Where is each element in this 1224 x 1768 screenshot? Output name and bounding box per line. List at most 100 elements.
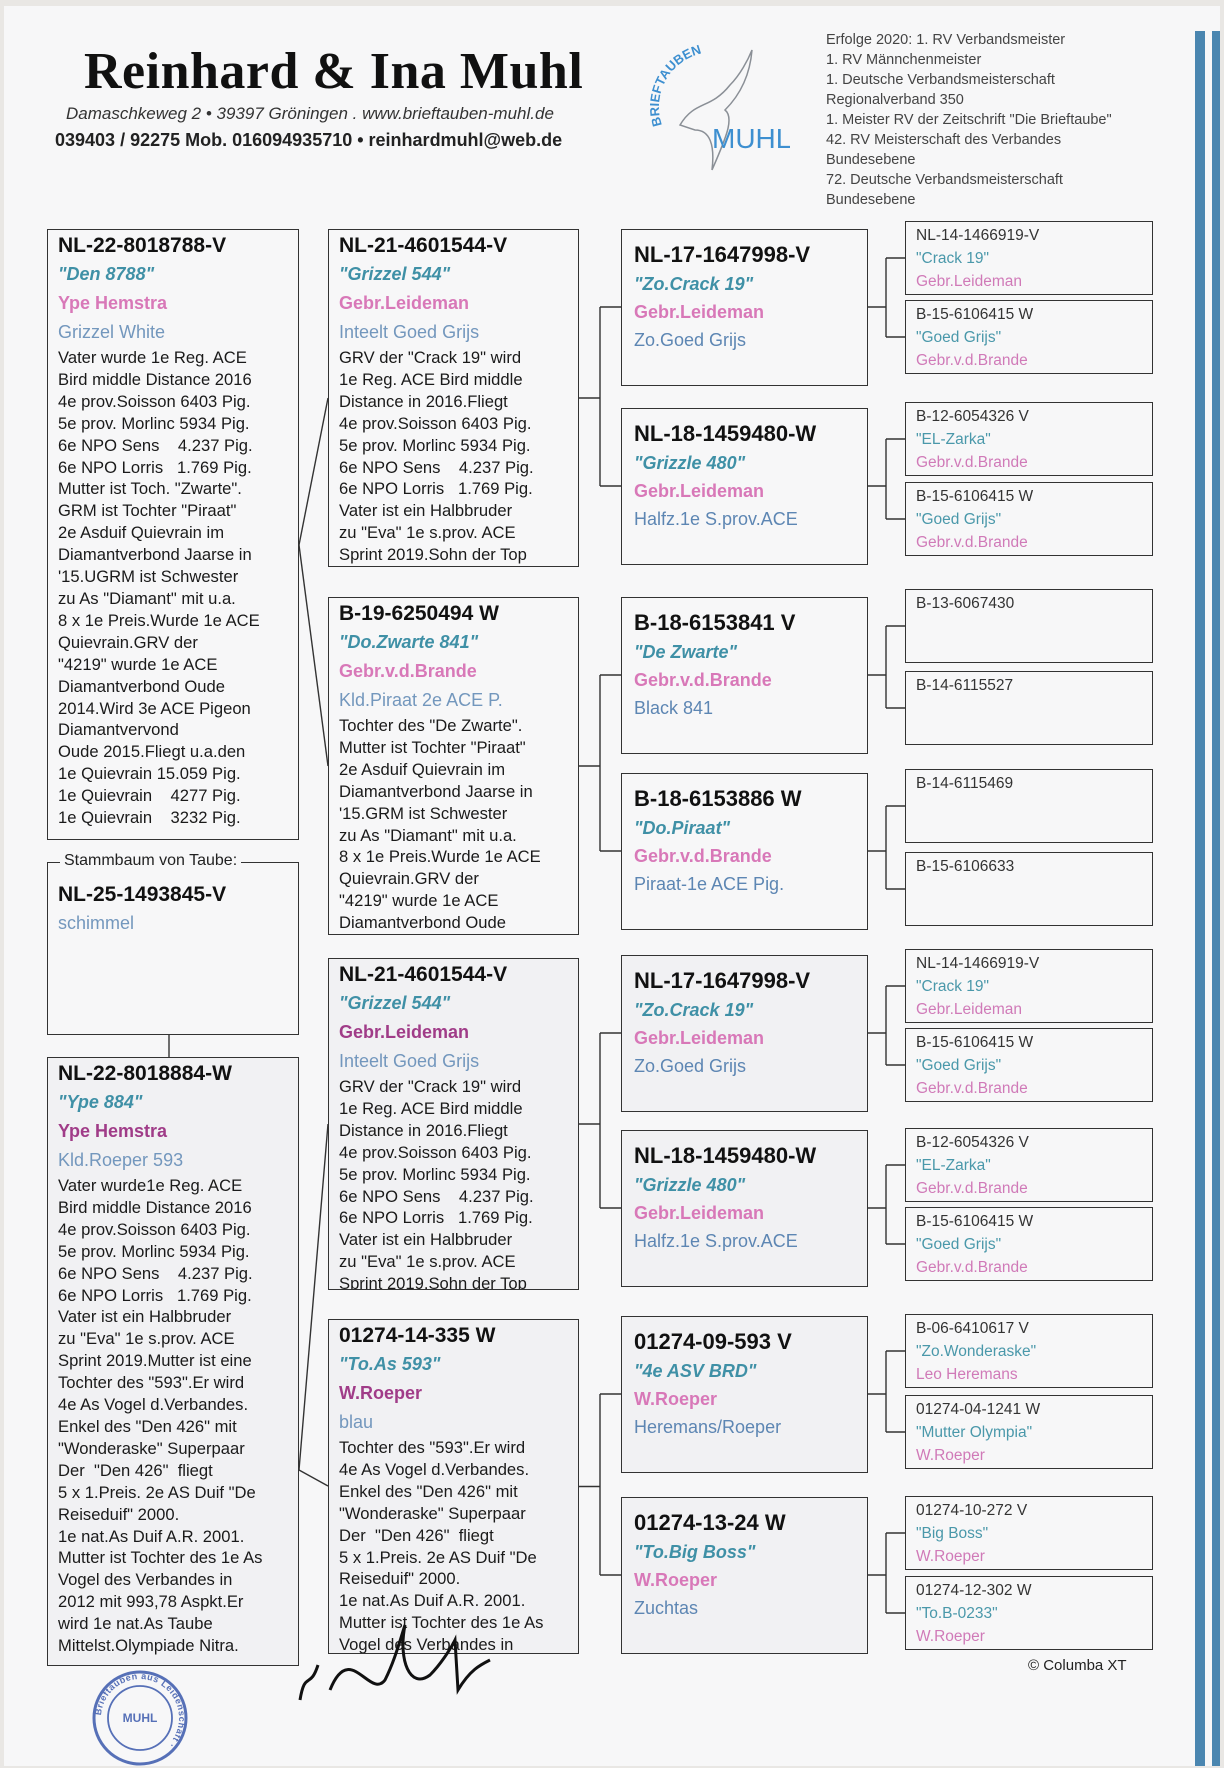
breeder-name: Gebr.Leideman <box>634 1028 765 1048</box>
breeder-name: W.Roeper <box>634 1389 718 1409</box>
description-line: 1e nat.As Duif A.R. 2001. <box>339 1591 526 1611</box>
achievement-line: Bundesebene <box>826 192 916 208</box>
ring-number: 01274-14-335 W <box>339 1324 496 1347</box>
breeder-name: W.Roeper <box>916 1447 985 1464</box>
pigeon-name: "To.As 593" <box>339 1354 441 1374</box>
description-line: 5e prov. Morlinc 5934 Pig. <box>58 413 250 433</box>
pigeon-color: Inteelt Goed Grijs <box>339 1051 480 1071</box>
svg-text:MUHL: MUHL <box>712 123 790 154</box>
pigeon-name: "Zo.Crack 19" <box>634 1000 754 1020</box>
ring-number: B-14-6115527 <box>916 677 1014 694</box>
ring-number: B-06-6410617 V <box>916 1320 1029 1337</box>
breeder-name: Gebr.v.d.Brande <box>916 352 1028 369</box>
achievement-line: 1. Deutsche Verbandsmeisterschaft <box>826 72 1055 88</box>
description-line: Mutter ist Toch. "Zwarte". <box>58 479 242 499</box>
great-great-grandparent-card: B-15-6106415 W "Goed Grijs" Gebr.v.d.Brand… <box>905 482 1153 556</box>
great-great-grandparent-card: B-13-6067430 <box>905 589 1153 663</box>
pigeon-color: Zo.Goed Grijs <box>634 330 747 350</box>
description-line: 8 x 1e Preis.Wurde 1e ACE <box>339 847 541 867</box>
description-line: 6e NPO Lorris 1.769 Pig. <box>58 1285 252 1305</box>
ring-number: 01274-09-593 V <box>634 1329 792 1354</box>
great-great-grandparent-card: B-15-6106415 W "Goed Grijs" Gebr.v.d.Brand… <box>905 1207 1153 1281</box>
pigeon-name: "Do.Zwarte 841" <box>339 632 479 652</box>
description-line: "4219" wurde 1e ACE <box>58 654 218 674</box>
breeder-name: Gebr.Leideman <box>634 1203 765 1223</box>
ring-number: NL-21-4601544-V <box>339 963 508 986</box>
pigeon-name: "Crack 19" <box>916 978 990 995</box>
achievements-list: Erfolge 2020: 1. RV Verbandsmeister 1. RV… <box>826 30 1112 210</box>
address: Damaschkeweg 2 • 39397 Gröningen . www.b… <box>66 104 554 123</box>
description-line: Oude 2015.Fliegt u.a.den <box>58 742 246 762</box>
ring-number: B-12-6054326 V <box>916 408 1029 425</box>
breeder-title: Reinhard & Ina Muhl <box>84 43 584 100</box>
great-great-grandparent-card: B-14-6115469 <box>905 769 1153 843</box>
ring-number: B-19-6250494 W <box>339 602 499 625</box>
description-line: Quievrain.GRV der <box>339 869 479 889</box>
description-line: 1e Reg. ACE Bird middle <box>339 1098 523 1118</box>
description-line: 6e NPO Lorris 1.769 Pig. <box>58 457 252 477</box>
great-grandparent-card: NL-17-1647998-V "Zo.Crack 19" Gebr.Leidema… <box>621 955 868 1112</box>
description-line: 2e Asduif Quievrain im <box>339 759 506 779</box>
description-line: 4e As Vogel d.Verbandes. <box>339 1459 530 1479</box>
description-line: "Wonderaske" Superpaar <box>58 1438 245 1458</box>
description-line: Mutter ist Tochter des 1e As <box>339 1613 544 1633</box>
description-line: wird 1e nat.As Taube <box>58 1614 213 1634</box>
description-line: 6e NPO Sens 4.237 Pig. <box>339 457 534 477</box>
description-line: zu As "Diamant" mit u.a. <box>339 825 517 845</box>
description-line: zu "Eva" 1e s.prov. ACE <box>339 1252 516 1272</box>
pigeon-name: "De Zwarte" <box>634 642 738 662</box>
pigeon-name: "Goed Grijs" <box>916 1236 1002 1253</box>
pigeon-name: "Big Boss" <box>916 1525 989 1542</box>
brieftauben-muhl-logo: BRIEFTAUBEN MUHL <box>647 42 790 171</box>
contact-line: 039403 / 92275 Mob. 016094935710 • reinh… <box>55 130 563 150</box>
breeder-name: Gebr.Leideman <box>916 273 1022 290</box>
description-line: 6e NPO Lorris 1.769 Pig. <box>339 1208 533 1228</box>
description-line: Bird middle Distance 2016 <box>58 369 252 389</box>
ring-number: B-14-6115469 <box>916 775 1014 792</box>
description-line: Diamantverbond Oude <box>58 676 225 696</box>
description-line: Diamantverbond Oude <box>339 913 506 933</box>
breeder-name: Ype Hemstra <box>58 1121 168 1141</box>
breeder-name: Gebr.v.d.Brande <box>916 454 1028 471</box>
ring-number: 01274-13-24 W <box>634 1510 786 1535</box>
achievement-line: Erfolge 2020: 1. RV Verbandsmeister <box>826 32 1066 48</box>
accent-stripe <box>1212 31 1220 1766</box>
description-line: Reiseduif" 2000. <box>339 1569 461 1589</box>
description-line: 6e NPO Sens 4.237 Pig. <box>58 1263 253 1283</box>
description-line: 2e Asduif Quievrain im <box>58 523 225 543</box>
description-line: GRM ist Tochter "Piraat" <box>58 501 237 521</box>
description-line: Der "Den 426" fliegt <box>339 1525 494 1545</box>
breeder-name: W.Roeper <box>916 1548 985 1565</box>
breeder-name: Ype Hemstra <box>58 293 168 313</box>
description-line: Vater wurde 1e Reg. ACE <box>58 348 247 367</box>
pigeon-color: Zo.Goed Grijs <box>634 1056 747 1076</box>
great-great-grandparent-card: 01274-04-1241 W "Mutter Olympia" W.Roeper <box>905 1395 1153 1469</box>
pigeon-color: Heremans/Roeper <box>634 1417 782 1437</box>
description-line: Enkel des "Den 426" mit <box>339 1481 518 1501</box>
description-line: zu "Eva" 1e s.prov. ACE <box>58 1329 235 1349</box>
subject-label: Stammbaum von Taube: <box>60 852 242 870</box>
pigeon-name: "Goed Grijs" <box>916 1057 1002 1074</box>
great-grandparent-card: B-18-6153886 W "Do.Piraat" Gebr.v.d.Brande… <box>621 773 868 930</box>
description-line: Vogel des Verbandes in <box>339 1635 514 1654</box>
description-line: 4e prov.Soisson 6403 Pig. <box>58 391 251 411</box>
description-line: Sprint 2019.Sohn der Top <box>339 1274 527 1290</box>
description-line: Mutter ist Tochter "Piraat" <box>339 737 526 757</box>
achievement-line: Bundesebene <box>826 152 916 168</box>
great-grandparent-card: 01274-13-24 W "To.Big Boss" W.Roeper Zuchta… <box>621 1497 868 1654</box>
description-line: 2014.Wird 3e ACE Pigeon <box>58 698 251 718</box>
pigeon-name: "Do.Piraat" <box>634 818 731 838</box>
breeder-name: Gebr.v.d.Brande <box>916 1259 1028 1276</box>
great-great-grandparent-card: B-15-6106415 W "Goed Grijs" Gebr.v.d.Brand… <box>905 1028 1153 1102</box>
ring-number: NL-18-1459480-W <box>634 421 817 446</box>
copyright: © Columba XT <box>1028 1657 1127 1674</box>
description-line: 1e Quievrain 3232 Pig. <box>58 808 241 828</box>
great-great-grandparent-card: B-12-6054326 V "EL-Zarka" Gebr.v.d.Brande <box>905 402 1153 476</box>
ring-number: 01274-12-302 W <box>916 1582 1032 1599</box>
breeder-name: Leo Heremans <box>916 1366 1018 1383</box>
ring-number: NL-14-1466919-V <box>916 227 1040 244</box>
description-line: 1e Reg. ACE Bird middle <box>339 369 523 389</box>
description-line: Sprint 2019.Mutter ist eine <box>58 1351 252 1371</box>
description-line: Tochter des "593".Er wird <box>58 1373 245 1393</box>
subject-card: NL-25-1493845-V schimmel <box>47 862 299 1035</box>
